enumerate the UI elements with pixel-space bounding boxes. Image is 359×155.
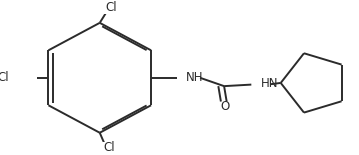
Text: HN: HN <box>261 77 279 90</box>
Text: Cl: Cl <box>103 141 115 154</box>
Text: NH: NH <box>186 71 204 84</box>
Text: Cl: Cl <box>106 1 117 14</box>
Text: O: O <box>220 100 230 113</box>
Text: Cl: Cl <box>0 71 9 84</box>
